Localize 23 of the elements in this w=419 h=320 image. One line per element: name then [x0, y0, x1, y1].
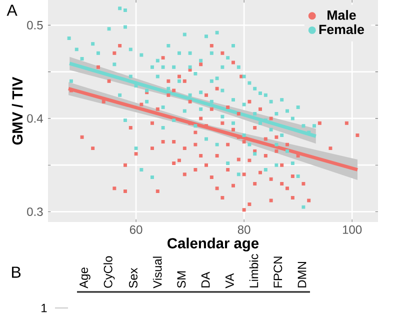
legend-label: Female: [319, 24, 364, 34]
category-label: DMN: [298, 262, 306, 288]
category-label: VA: [226, 273, 234, 288]
y-axis-title: GMV / TIV: [12, 76, 23, 145]
chart-title: A: [6, 4, 18, 16]
x-tick-label: 100: [342, 225, 362, 234]
text: 1: [42, 304, 47, 312]
category-label: Limbic: [249, 254, 258, 288]
legend-label: Male: [328, 10, 356, 20]
category-label: CyClo: [104, 256, 115, 288]
category-label: Visual: [152, 256, 162, 288]
y-tick-label: 0.3: [27, 207, 43, 216]
x-tick-label: 60: [130, 225, 142, 234]
category-label: Age: [80, 268, 90, 288]
category-label: FPCN: [274, 256, 282, 288]
text: B: [12, 266, 21, 278]
y-tick-label: 0.4: [27, 114, 43, 123]
x-axis-title: Calendar age: [168, 238, 259, 252]
x-tick-label: 80: [238, 225, 250, 234]
category-label: Sex: [128, 268, 138, 288]
y-tick-label: 0.5: [27, 20, 43, 30]
category-label: DA: [201, 272, 210, 288]
category-label: SM: [177, 271, 186, 288]
